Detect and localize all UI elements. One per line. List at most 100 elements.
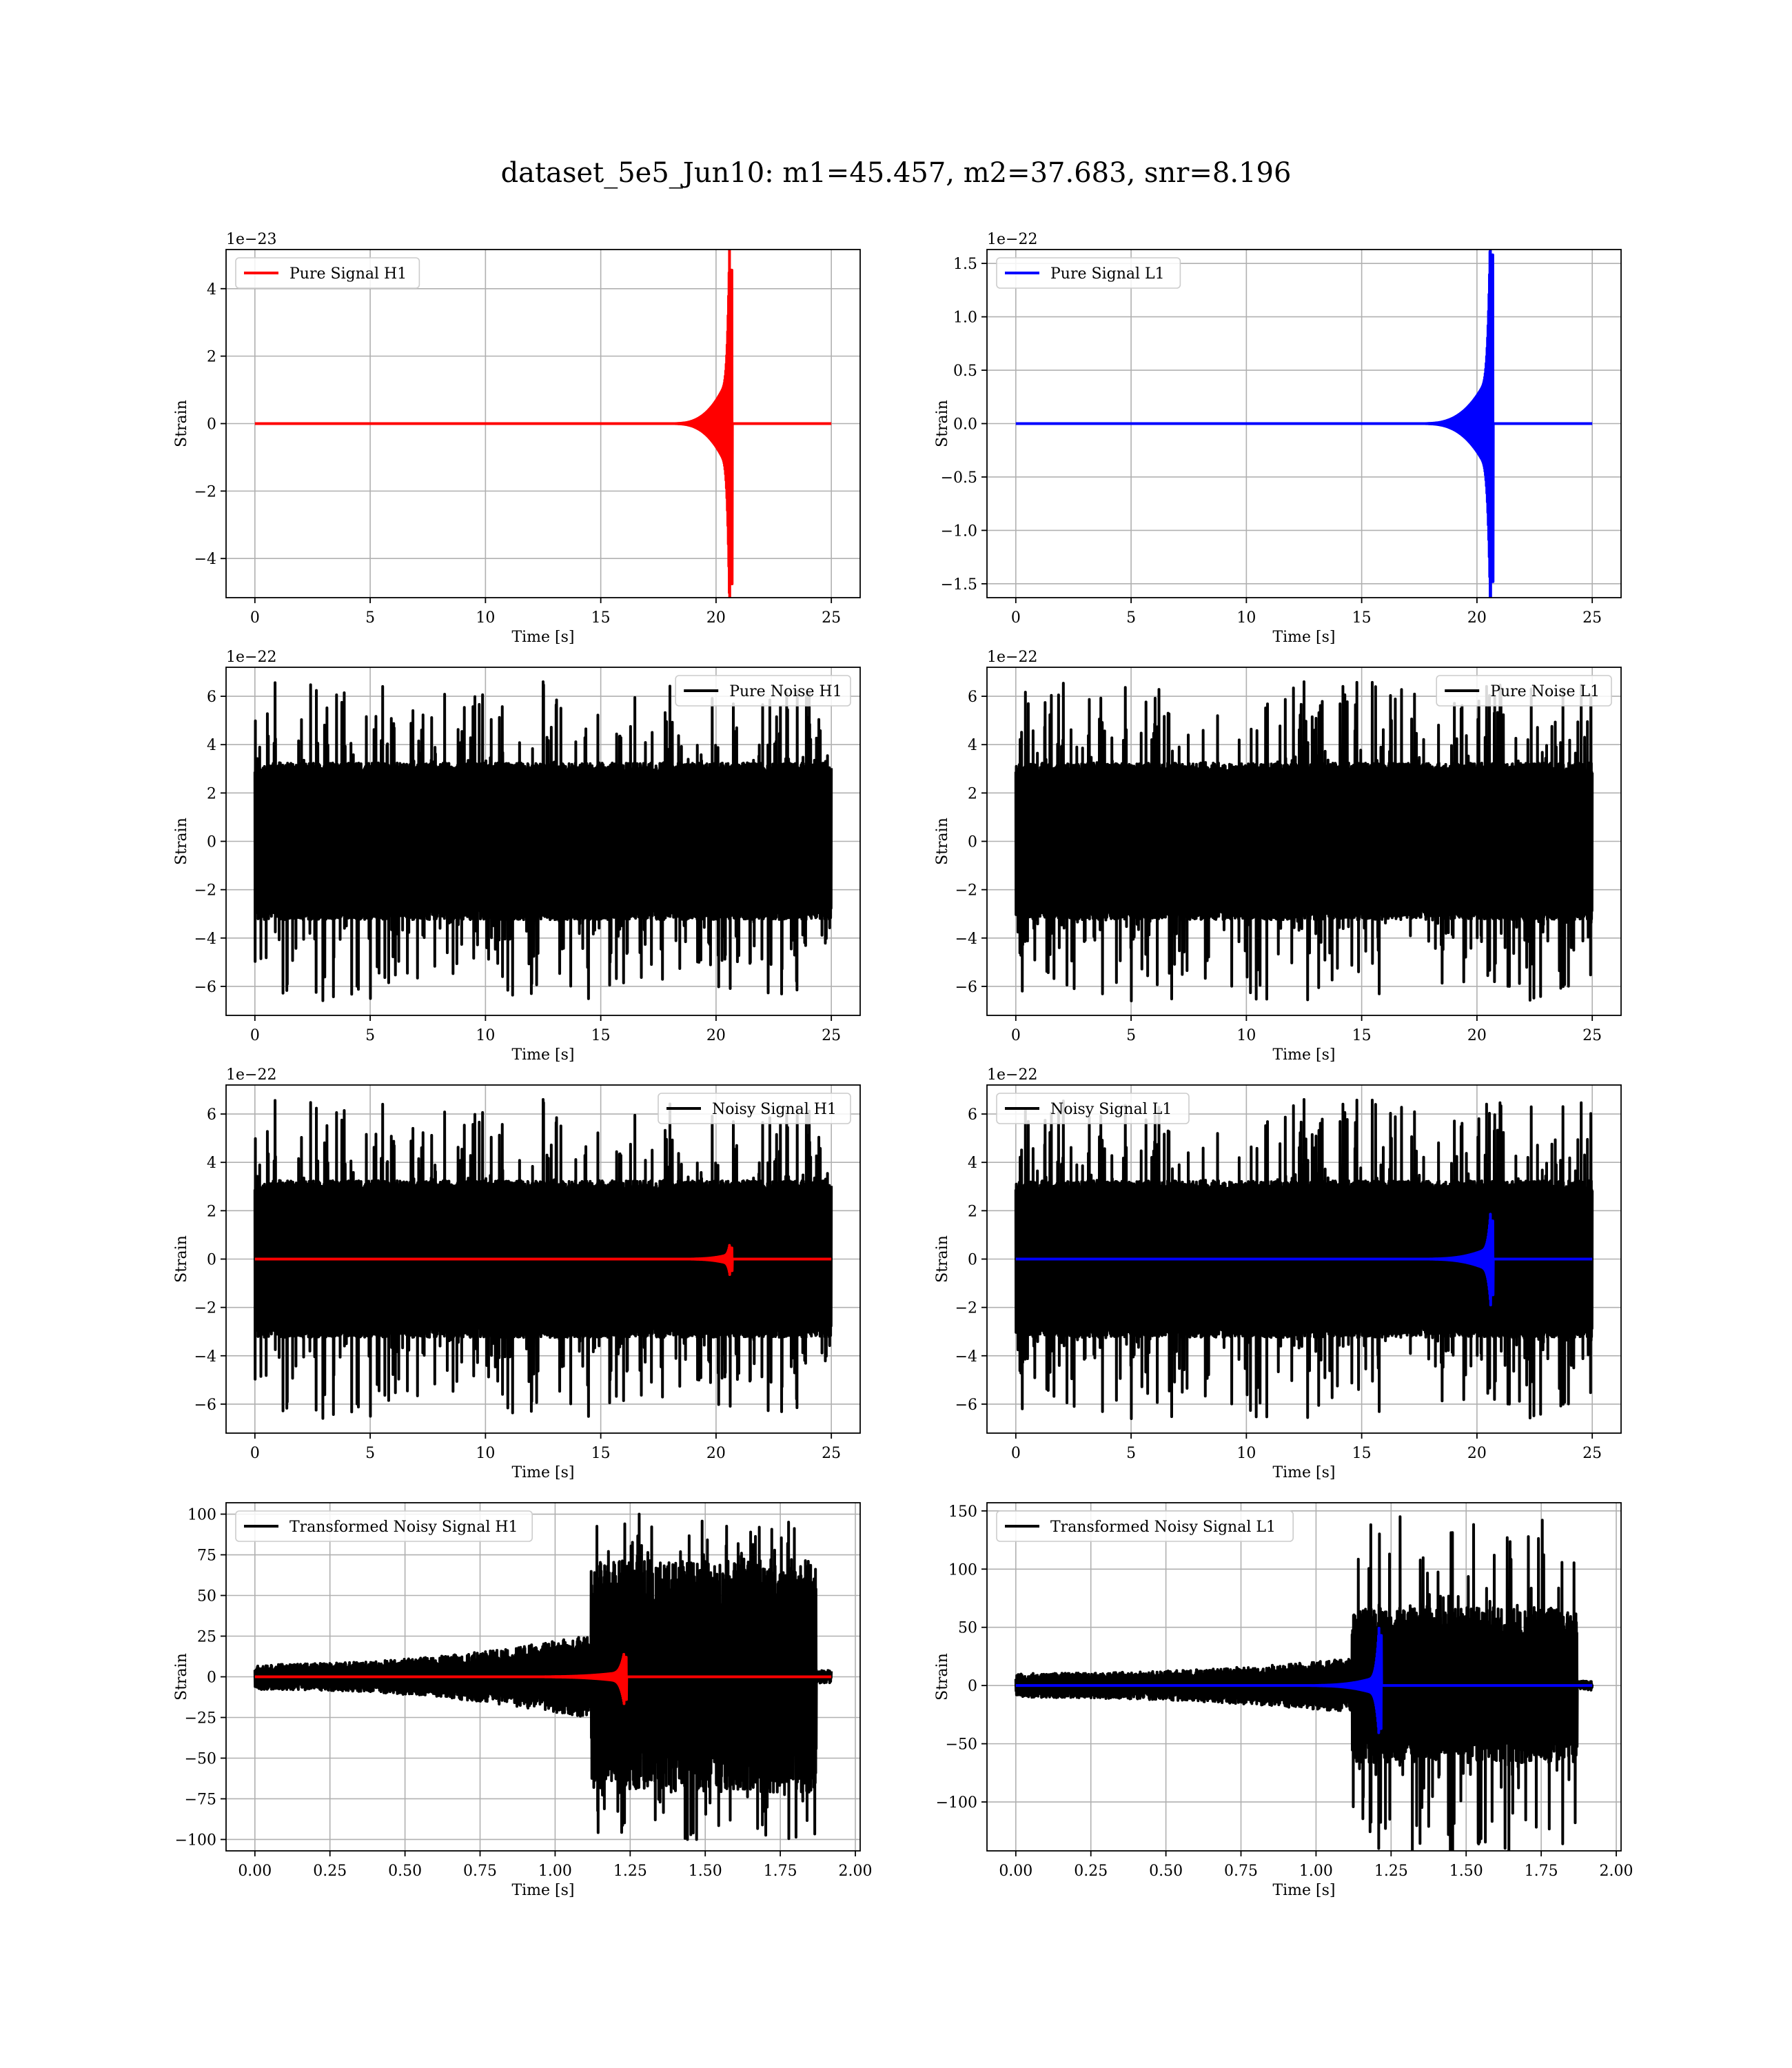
y-tick-label: 100 (187, 1507, 216, 1524)
legend-label: Noisy Signal L1 (1050, 1101, 1172, 1118)
x-tick-label: 1.00 (538, 1863, 572, 1880)
legend-box (996, 1510, 1294, 1542)
plot-area (1014, 680, 1594, 1002)
x-tick-label: 15 (1352, 1445, 1372, 1462)
legend-label: Pure Noise H1 (729, 683, 842, 700)
x-tick-label: 5 (1126, 1445, 1136, 1462)
y-tick-label: 2 (207, 785, 216, 802)
y-offset-label: 1e−22 (987, 649, 1037, 666)
y-tick-label: −4 (955, 1348, 977, 1366)
legend-label: Pure Signal L1 (1050, 265, 1165, 283)
x-axis-label: Time [s] (511, 1882, 574, 1899)
plot-area (254, 250, 833, 598)
x-tick-label: 0.25 (313, 1863, 347, 1880)
y-tick-label: −2 (194, 882, 216, 900)
y-tick-label: −2 (194, 483, 216, 500)
x-tick-label: 5 (365, 1027, 375, 1044)
legend: Pure Signal H1 (235, 257, 420, 289)
x-tick-label: 0 (1011, 1027, 1021, 1044)
x-tick-label: 20 (1467, 1027, 1487, 1044)
y-axis-label: Strain (934, 1653, 951, 1701)
x-tick-label: 5 (365, 1445, 375, 1462)
legend-box (1436, 675, 1612, 707)
x-tick-label: 20 (706, 1027, 726, 1044)
x-tick-label: 10 (476, 1027, 495, 1044)
y-tick-label: 4 (968, 737, 977, 754)
series-line-1 (1015, 1627, 1594, 1734)
x-tick-label: 5 (1126, 1027, 1136, 1044)
x-tick-label: 25 (1582, 1445, 1602, 1462)
legend-label: Transformed Noisy Signal H1 (289, 1519, 518, 1536)
y-tick-label: −4 (194, 551, 216, 568)
y-axis-label: Strain (934, 400, 951, 447)
y-tick-label: −25 (185, 1710, 216, 1727)
y-axis-label: Strain (173, 1653, 190, 1701)
y-tick-label: −2 (955, 882, 977, 900)
series-line-0 (254, 250, 833, 598)
legend: Noisy Signal L1 (996, 1093, 1190, 1124)
x-axis-label: Time [s] (1272, 1464, 1335, 1481)
x-tick-label: 0 (1011, 1445, 1021, 1462)
subplot-5: 0 5 10 15 20 25 −6 −4 −2 0 2 4 6 Time [s] Strain 1e−22 N… (934, 1066, 1622, 1481)
plot-area (1015, 250, 1594, 598)
x-tick-label: 5 (1126, 609, 1136, 627)
y-tick-label: −0.5 (941, 469, 977, 487)
y-tick-label: 4 (207, 281, 216, 298)
legend-label: Pure Noise L1 (1490, 683, 1600, 700)
x-tick-label: 0 (250, 1445, 260, 1462)
series-line-1 (1015, 1213, 1594, 1307)
y-tick-label: −1.5 (941, 576, 977, 594)
y-tick-label: 0 (207, 834, 216, 851)
legend: Pure Noise H1 (675, 675, 851, 707)
legend-box (658, 1093, 851, 1124)
x-tick-label: 25 (1582, 609, 1602, 627)
y-tick-label: −100 (936, 1794, 977, 1812)
y-offset-label: 1e−22 (987, 231, 1037, 248)
x-axis-label: Time [s] (511, 1046, 574, 1064)
y-tick-label: 6 (968, 689, 977, 706)
y-offset-label: 1e−23 (226, 231, 276, 248)
series-line-0 (253, 1512, 833, 1841)
x-tick-label: 0.75 (1224, 1863, 1258, 1880)
y-tick-label: −50 (185, 1750, 216, 1767)
subplot-4: 0 5 10 15 20 25 −6 −4 −2 0 2 4 6 Time [s] Strain 1e−22 N… (173, 1066, 861, 1481)
x-tick-label: 25 (822, 1027, 841, 1044)
subplot-6: 0.00 0.25 0.50 0.75 1.00 1.25 1.50 1.75 2.00 −100… (173, 1502, 873, 1899)
x-tick-label: 20 (706, 609, 726, 627)
y-offset-label: 1e−22 (226, 649, 276, 666)
x-tick-label: 10 (1236, 609, 1256, 627)
x-tick-label: 10 (1236, 1445, 1256, 1462)
y-tick-label: 1.5 (953, 256, 977, 273)
x-tick-label: 1.50 (689, 1863, 722, 1880)
legend: Transformed Noisy Signal H1 (235, 1510, 533, 1542)
x-tick-label: 1.25 (613, 1863, 647, 1880)
x-tick-label: 2.00 (1600, 1863, 1633, 1880)
y-tick-label: 4 (207, 737, 216, 754)
legend-box (996, 1093, 1190, 1124)
x-tick-label: 0 (250, 1027, 260, 1044)
subplot-7: 0.00 0.25 0.50 0.75 1.00 1.25 1.50 1.75 2.00 −100… (934, 1502, 1633, 1899)
y-axis-label: Strain (934, 1235, 951, 1283)
y-axis-label: Strain (934, 818, 951, 865)
series-line-0 (1014, 1515, 1594, 1851)
x-tick-label: 0 (250, 609, 260, 627)
x-tick-label: 0.50 (1149, 1863, 1183, 1880)
x-tick-label: 25 (822, 609, 841, 627)
x-tick-label: 1.75 (1525, 1863, 1558, 1880)
x-tick-label: 15 (591, 609, 611, 627)
x-tick-label: 10 (476, 609, 495, 627)
x-tick-label: 0.00 (238, 1863, 272, 1880)
series-line-0 (253, 680, 833, 1002)
subplot-0: 0 5 10 15 20 25 −4 −2 0 2 4 Time [s] Strain 1e−23 Pure… (173, 231, 861, 646)
series-line-0 (1014, 680, 1594, 1002)
x-tick-label: 2.00 (839, 1863, 873, 1880)
y-tick-label: −1.0 (941, 523, 977, 540)
y-tick-label: −6 (194, 1397, 216, 1414)
legend: Transformed Noisy Signal L1 (996, 1510, 1294, 1542)
x-tick-label: 25 (1582, 1027, 1602, 1044)
x-tick-label: 0.50 (388, 1863, 422, 1880)
x-tick-label: 25 (822, 1445, 841, 1462)
x-tick-label: 20 (1467, 1445, 1487, 1462)
x-tick-label: 10 (1236, 1027, 1256, 1044)
